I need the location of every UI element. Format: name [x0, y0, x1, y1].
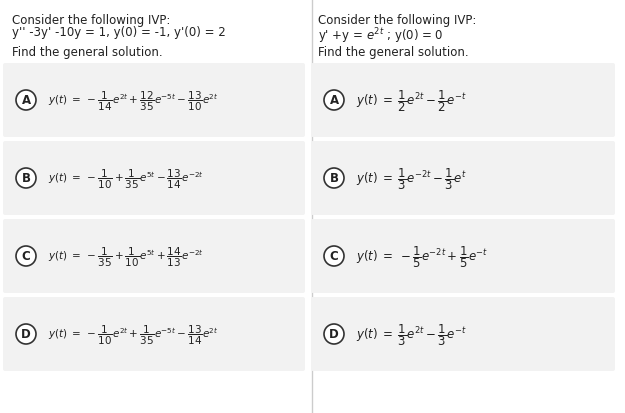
- Text: y'' -3y' -10y = 1, y(0) = -1, y'(0) = 2: y'' -3y' -10y = 1, y(0) = -1, y'(0) = 2: [12, 26, 226, 39]
- Text: Find the general solution.: Find the general solution.: [12, 46, 162, 59]
- Text: $y(t)\;=\;-\dfrac{1}{35}+\dfrac{1}{10}e^{5t}+\dfrac{14}{13}e^{-2t}$: $y(t)\;=\;-\dfrac{1}{35}+\dfrac{1}{10}e^…: [48, 245, 204, 268]
- Text: A: A: [329, 94, 339, 107]
- Circle shape: [324, 169, 344, 189]
- Text: D: D: [329, 328, 339, 341]
- FancyBboxPatch shape: [3, 142, 305, 216]
- Text: B: B: [329, 172, 339, 185]
- FancyBboxPatch shape: [311, 219, 615, 293]
- Text: $y(t)\;=\;-\dfrac{1}{10}e^{2t}+\dfrac{1}{35}e^{-5t}-\dfrac{13}{14}e^{2t}$: $y(t)\;=\;-\dfrac{1}{10}e^{2t}+\dfrac{1}…: [48, 323, 219, 346]
- FancyBboxPatch shape: [311, 142, 615, 216]
- Circle shape: [324, 91, 344, 111]
- Text: Consider the following IVP:: Consider the following IVP:: [12, 14, 171, 27]
- Text: $y(t)\;=\;-\dfrac{1}{10}+\dfrac{1}{35}e^{5t}-\dfrac{13}{14}e^{-2t}$: $y(t)\;=\;-\dfrac{1}{10}+\dfrac{1}{35}e^…: [48, 167, 204, 190]
- FancyBboxPatch shape: [311, 64, 615, 138]
- Text: $y(t)\;=\;-\dfrac{1}{5}e^{-2t}+\dfrac{1}{5}e^{-t}$: $y(t)\;=\;-\dfrac{1}{5}e^{-2t}+\dfrac{1}…: [356, 244, 488, 269]
- FancyBboxPatch shape: [3, 64, 305, 138]
- FancyBboxPatch shape: [3, 219, 305, 293]
- Circle shape: [16, 247, 36, 266]
- Text: $y(t)\;=\;-\dfrac{1}{14}e^{2t}+\dfrac{12}{35}e^{-5t}-\dfrac{13}{10}e^{2t}$: $y(t)\;=\;-\dfrac{1}{14}e^{2t}+\dfrac{12…: [48, 89, 219, 112]
- Circle shape: [324, 324, 344, 344]
- Text: D: D: [21, 328, 31, 341]
- Text: B: B: [21, 172, 31, 185]
- Circle shape: [16, 324, 36, 344]
- Text: $y(t)\;=\;\dfrac{1}{2}e^{2t}-\dfrac{1}{2}e^{-t}$: $y(t)\;=\;\dfrac{1}{2}e^{2t}-\dfrac{1}{2…: [356, 88, 467, 114]
- Text: C: C: [22, 250, 31, 263]
- Text: Consider the following IVP:: Consider the following IVP:: [318, 14, 476, 27]
- FancyBboxPatch shape: [3, 297, 305, 371]
- Circle shape: [16, 169, 36, 189]
- Text: Find the general solution.: Find the general solution.: [318, 46, 469, 59]
- Text: A: A: [21, 94, 31, 107]
- Circle shape: [16, 91, 36, 111]
- Text: $y(t)\;=\;\dfrac{1}{3}e^{2t}-\dfrac{1}{3}e^{-t}$: $y(t)\;=\;\dfrac{1}{3}e^{2t}-\dfrac{1}{3…: [356, 321, 467, 347]
- FancyBboxPatch shape: [311, 297, 615, 371]
- Circle shape: [324, 247, 344, 266]
- Text: C: C: [329, 250, 338, 263]
- Text: y' +y = $e^{2t}$ ; y(0) = 0: y' +y = $e^{2t}$ ; y(0) = 0: [318, 26, 444, 45]
- Text: $y(t)\;=\;\dfrac{1}{3}e^{-2t}-\dfrac{1}{3}e^{t}$: $y(t)\;=\;\dfrac{1}{3}e^{-2t}-\dfrac{1}{…: [356, 166, 467, 191]
